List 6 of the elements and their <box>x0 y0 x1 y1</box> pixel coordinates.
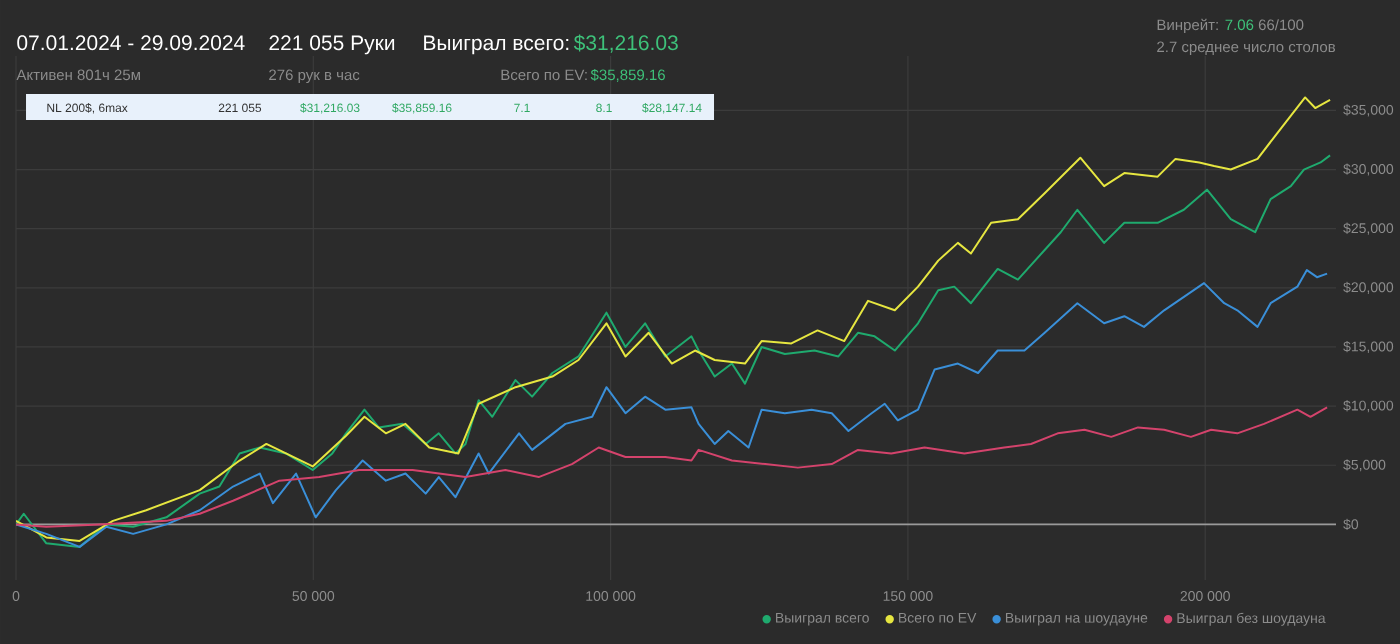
line-series <box>16 269 1329 548</box>
line-series <box>16 406 1329 528</box>
text: 221 055 Руки <box>269 35 395 55</box>
chart-title: 07.01.2024 - 29.09.2024 <box>17 35 245 51</box>
text: $31,216.03 <box>573 34 678 53</box>
text: Выиграл всего: <box>424 35 569 55</box>
